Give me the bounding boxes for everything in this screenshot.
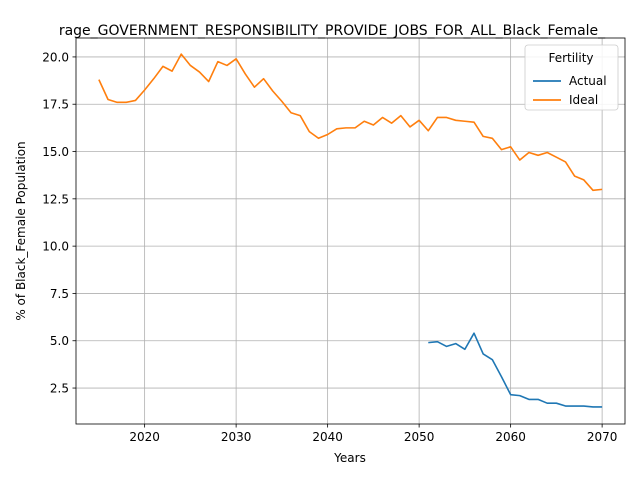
chart-title: rage_GOVERNMENT_RESPONSIBILITY_PROVIDE_J… [59,23,606,39]
series-line-ideal [98,53,603,192]
x-tick-label: 2020 [129,430,160,444]
y-tick-label: 20.0 [42,50,69,64]
y-tick-label: 17.5 [42,98,69,112]
x-tick-label: 2060 [495,430,526,444]
plot-frame [75,37,626,425]
y-tick-label: 10.0 [42,240,69,254]
y-tick-label: 7.5 [50,287,69,301]
legend-label-ideal: Ideal [569,93,598,107]
y-axis-ticks: 2.5 5.0 7.5 10.0 12.5 15.0 17.5 20.0 [42,50,76,396]
x-tick-label: 2030 [221,430,252,444]
series-line-actual [428,332,603,408]
series-lines [98,53,603,408]
legend-label-actual: Actual [569,74,607,88]
x-axis-ticks: 2020 2030 2040 2050 2060 2070 [129,424,617,444]
legend: Fertility Actual Ideal [524,44,619,111]
y-tick-label: 15.0 [42,145,69,159]
y-tick-label: 5.0 [50,334,69,348]
y-axis-label: % of Black_Female Population [14,141,28,320]
x-tick-label: 2070 [587,430,618,444]
y-tick-label: 2.5 [50,382,69,396]
legend-title: Fertility [548,51,593,65]
legend-box [524,44,619,111]
x-axis-label: Years [333,451,366,465]
x-tick-label: 2040 [312,430,343,444]
y-tick-label: 12.5 [42,192,69,206]
x-tick-label: 2050 [404,430,435,444]
